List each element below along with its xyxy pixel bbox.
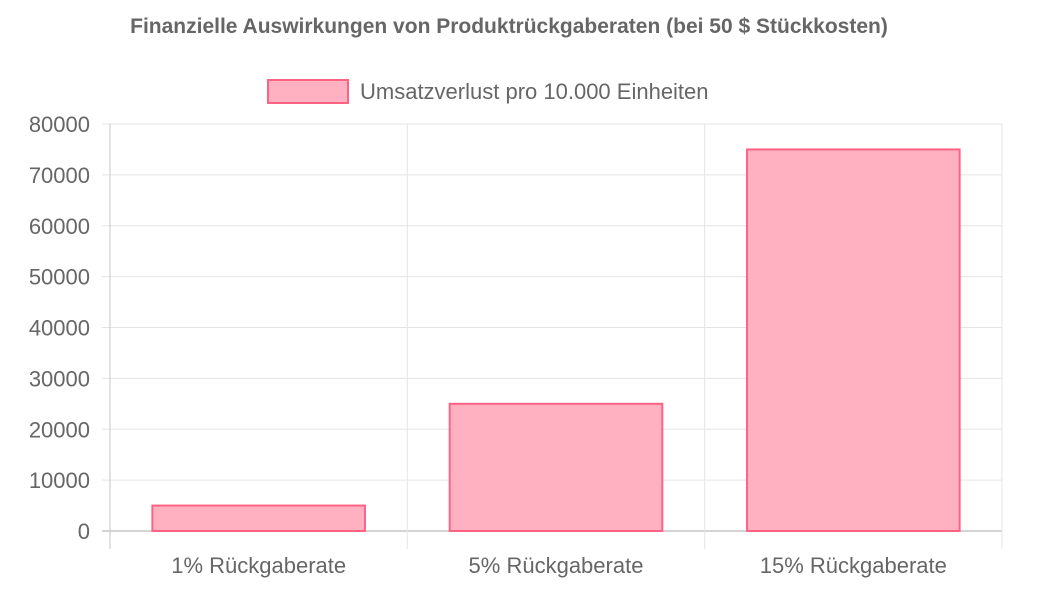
- y-tick-label: 40000: [29, 316, 90, 341]
- y-tick-label: 80000: [29, 112, 90, 137]
- y-tick-label: 20000: [29, 417, 90, 442]
- bar[interactable]: [746, 148, 961, 532]
- x-tick-label: 5% Rückgaberate: [469, 553, 644, 578]
- bar[interactable]: [448, 402, 664, 532]
- legend-swatch: [267, 79, 349, 104]
- bars: [151, 148, 961, 532]
- y-tick-label: 60000: [29, 214, 90, 239]
- y-tick-label: 0: [78, 519, 90, 544]
- bar[interactable]: [151, 504, 366, 532]
- y-tick-label: 50000: [29, 265, 90, 290]
- y-tick-label: 10000: [29, 468, 90, 493]
- chart-title: Finanzielle Auswirkungen von Produktrück…: [130, 15, 888, 38]
- legend-label: Umsatzverlust pro 10.000 Einheiten: [360, 79, 709, 104]
- y-tick-label: 70000: [29, 163, 90, 188]
- x-axis-ticks: 1% Rückgaberate 5% Rückgaberate 15% Rückga…: [171, 553, 947, 578]
- y-tick-label: 30000: [29, 366, 90, 391]
- legend[interactable]: Umsatzverlust pro 10.000 Einheiten: [267, 79, 709, 104]
- grid: [102, 123, 1003, 549]
- x-tick-label: 1% Rückgaberate: [171, 553, 346, 578]
- y-axis-ticks: 0 10000 20000 30000 40000 50000 60000 70000 8000…: [29, 112, 90, 544]
- x-tick-label: 15% Rückgaberate: [760, 553, 947, 578]
